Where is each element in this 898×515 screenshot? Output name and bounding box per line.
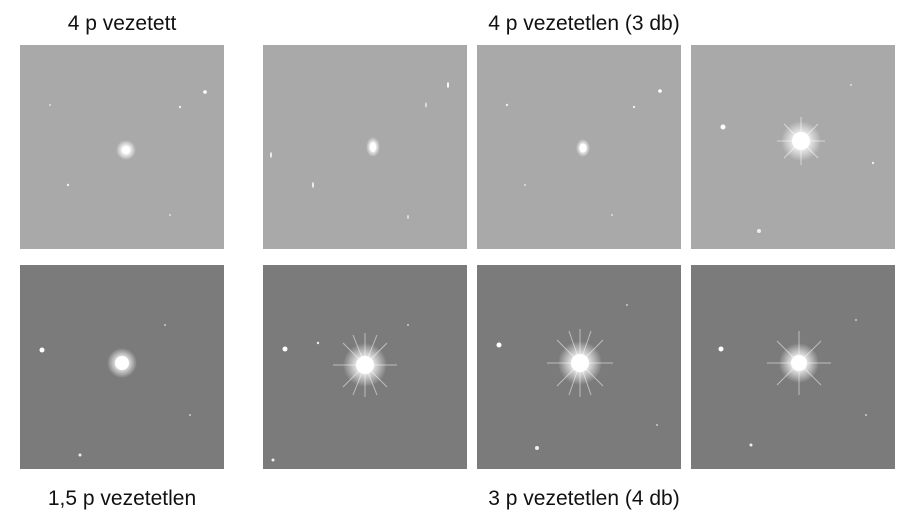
caption-bottom-left: 1,5 p vezetetlen — [47, 487, 197, 510]
star-field — [263, 265, 467, 469]
star-field — [477, 265, 681, 469]
star-field — [20, 265, 224, 469]
caption-top-right: 4 p vezetetlen (3 db) — [488, 12, 680, 35]
star-field — [691, 45, 895, 249]
star-field — [691, 265, 895, 469]
star-image-unguided-3p-1 — [263, 265, 467, 469]
star-image-guided-4p — [20, 45, 224, 249]
star-image-unguided-4p-3 — [691, 45, 895, 249]
star-field — [20, 45, 224, 249]
star-image-unguided-3p-3 — [691, 265, 895, 469]
star-field — [477, 45, 681, 249]
star-image-unguided-4p-1 — [263, 45, 467, 249]
star-field — [263, 45, 467, 249]
star-image-unguided-3p-2 — [477, 265, 681, 469]
star-image-unguided-4p-2 — [477, 45, 681, 249]
caption-top-left: 4 p vezetett — [67, 12, 177, 35]
caption-bottom-right: 3 p vezetetlen (4 db) — [488, 487, 680, 510]
star-image-unguided-1-5p — [20, 265, 224, 469]
